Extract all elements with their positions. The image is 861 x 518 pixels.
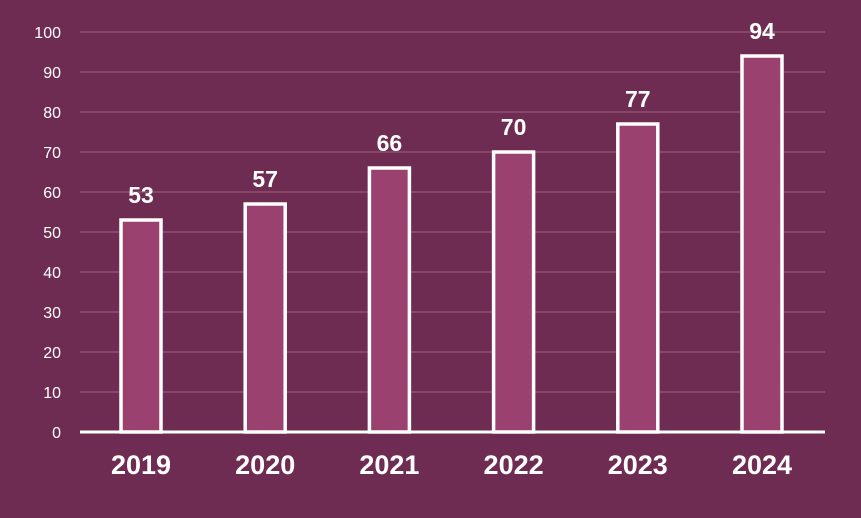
y-tick-label: 100 [34, 25, 61, 42]
y-tick-label: 60 [43, 185, 61, 202]
y-tick-label: 40 [43, 265, 61, 282]
data-label-2019: 53 [128, 182, 154, 208]
x-tick-label-2021: 2021 [359, 450, 419, 480]
x-tick-label-2024: 2024 [732, 450, 792, 480]
y-tick-label: 70 [43, 145, 61, 162]
data-label-2021: 66 [377, 130, 403, 156]
x-axis: 2019 2020 2021 2022 2023 2024 [111, 450, 792, 480]
data-label-2024: 94 [749, 18, 775, 44]
bar-2023 [616, 122, 660, 434]
y-axis: 0 10 20 30 40 50 60 70 80 90 100 [34, 25, 61, 442]
y-tick-label: 30 [43, 305, 61, 322]
y-tick-label: 20 [43, 345, 61, 362]
bar-2024 [740, 54, 784, 434]
x-tick-label-2023: 2023 [608, 450, 668, 480]
y-tick-label: 80 [43, 105, 61, 122]
y-tick-label: 90 [43, 65, 61, 82]
data-label-2022: 70 [501, 114, 527, 140]
x-tick-label-2022: 2022 [484, 450, 544, 480]
data-label-2023: 77 [625, 86, 651, 112]
x-tick-label-2020: 2020 [235, 450, 295, 480]
bar-2022 [491, 150, 536, 434]
y-tick-label: 0 [52, 425, 61, 442]
y-tick-label: 10 [43, 385, 61, 402]
gridlines [80, 31, 825, 393]
data-label-2020: 57 [252, 166, 278, 192]
bar-2020 [243, 202, 287, 434]
bar-2021 [367, 166, 412, 434]
x-tick-label-2019: 2019 [111, 450, 171, 480]
y-tick-label: 50 [43, 225, 61, 242]
data-labels: 53 57 66 70 77 94 [128, 18, 775, 208]
bar-2019 [119, 218, 163, 434]
